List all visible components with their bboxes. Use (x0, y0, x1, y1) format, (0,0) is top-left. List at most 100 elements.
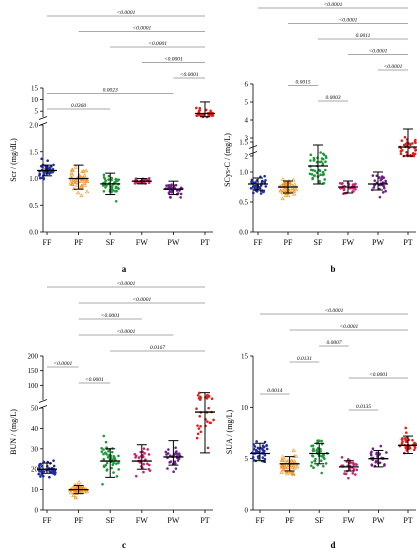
p-value-label: <0.0001 (325, 308, 344, 314)
x-tick-label: PF (74, 238, 83, 247)
data-point (103, 190, 106, 193)
x-tick-label: FF (256, 516, 265, 525)
data-point (115, 180, 118, 183)
y-axis-label: SCys-C / (mg/L) (223, 133, 232, 187)
data-point (411, 439, 414, 442)
data-point (412, 152, 415, 155)
data-point (167, 452, 170, 455)
data-point (281, 197, 284, 200)
data-point (83, 490, 86, 493)
data-point (261, 180, 264, 183)
data-point (111, 451, 114, 454)
data-point (253, 459, 256, 462)
y-tick-label: 50 (31, 405, 39, 413)
data-point (166, 467, 169, 470)
data-point (345, 473, 348, 476)
y-tick-label: 15 (31, 85, 39, 93)
data-point (352, 190, 355, 193)
data-point (115, 190, 118, 193)
data-point (379, 196, 382, 199)
data-point (69, 491, 72, 494)
data-point (52, 459, 55, 462)
data-point (74, 166, 77, 169)
data-point (197, 114, 200, 117)
data-point (255, 449, 258, 452)
data-point (199, 425, 202, 428)
x-tick-label: PT (200, 516, 209, 525)
data-point (197, 394, 200, 397)
data-point (105, 469, 108, 472)
p-value-label: 0.0131 (297, 356, 312, 362)
data-point (199, 107, 202, 110)
p-value-label: <0.0001 (117, 329, 136, 335)
panel-label: c (122, 540, 126, 550)
data-point (372, 447, 375, 450)
data-point (170, 186, 173, 189)
p-value-label: 0.0011 (356, 33, 371, 39)
data-point (212, 419, 215, 422)
data-point (313, 174, 316, 177)
data-point (262, 456, 265, 459)
data-point (116, 475, 119, 478)
data-point (52, 164, 55, 167)
y-tick-label: 10 (31, 486, 39, 494)
data-point (320, 455, 323, 458)
data-point (38, 470, 41, 473)
data-point (110, 177, 113, 180)
p-value-label: <0.0001 (384, 64, 403, 70)
y-tick-label: 1.0 (29, 175, 38, 183)
data-point (264, 454, 267, 457)
x-tick-label: FF (43, 516, 52, 525)
data-point (107, 456, 110, 459)
data-point (312, 444, 315, 447)
data-point (354, 183, 357, 186)
data-point (38, 174, 41, 177)
data-point (179, 196, 182, 199)
data-point (167, 448, 170, 451)
data-point (405, 431, 408, 434)
data-point (373, 179, 376, 182)
data-point (49, 171, 52, 174)
p-value-label: <0.0001 (180, 72, 199, 78)
panel-d: 051015FF PF SF FW PW PT<0.0001<0.00010.00070.… (225, 308, 417, 550)
x-tick-label: SF (315, 516, 324, 525)
p-value-label: <0.0001 (369, 49, 388, 55)
data-point (409, 143, 412, 146)
p-value-label: 0.0003 (325, 95, 340, 101)
y-tick-label: 2.0 (29, 122, 38, 130)
p-value-label: <0.0001 (53, 361, 72, 367)
x-tick-label: PT (403, 238, 412, 247)
data-point (323, 178, 326, 181)
data-point (352, 463, 355, 466)
x-tick-label: PT (403, 516, 412, 525)
data-point (196, 437, 199, 440)
x-tick-label: SF (106, 516, 115, 525)
data-point (143, 447, 146, 450)
panel-label: d (330, 540, 335, 550)
data-point (38, 466, 41, 469)
data-point (134, 456, 137, 459)
panel-label: b (330, 264, 335, 274)
data-point (311, 169, 314, 172)
x-tick-label: FW (136, 516, 148, 525)
data-point (102, 458, 105, 461)
data-point (105, 464, 108, 467)
y-axis-label: BUN / (mg/L) (9, 409, 18, 455)
data-point (46, 159, 49, 162)
data-point (112, 471, 115, 474)
data-point (206, 420, 209, 423)
data-point (48, 166, 51, 169)
data-point (371, 463, 374, 466)
data-point (403, 144, 406, 147)
data-point (311, 454, 314, 457)
p-value-label: 0.0014 (267, 387, 282, 394)
data-point (343, 188, 346, 191)
data-point (294, 188, 297, 191)
y-tick-label: 0.5 (239, 199, 248, 207)
data-point (103, 176, 106, 179)
data-point (102, 184, 105, 187)
data-point (252, 456, 255, 459)
data-point (101, 450, 104, 453)
y-axis-label: SUA / (mg/L) (225, 409, 234, 454)
data-point (321, 157, 324, 160)
